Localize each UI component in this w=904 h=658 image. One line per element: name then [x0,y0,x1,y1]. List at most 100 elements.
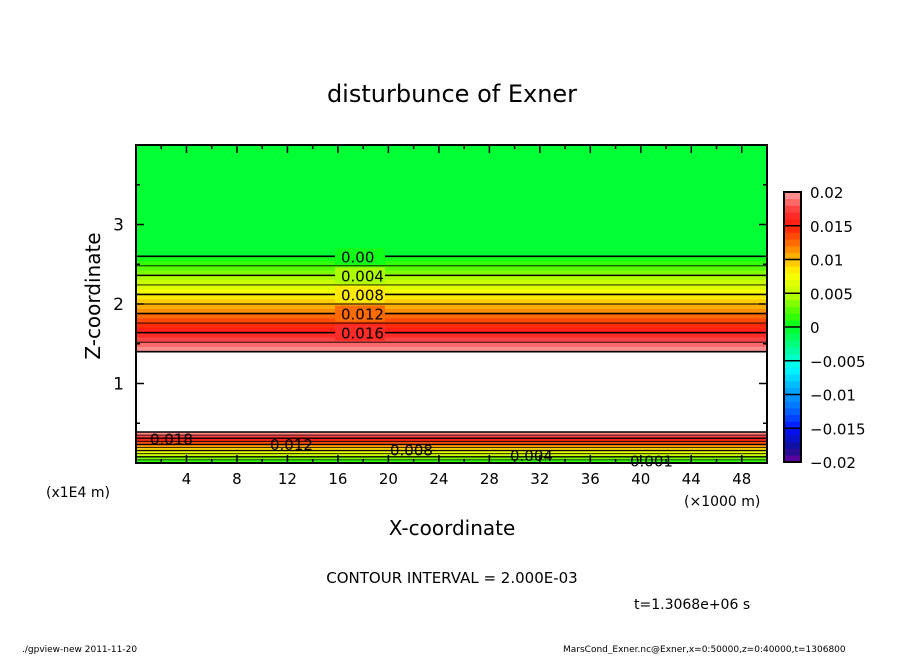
x-tick-label: 20 [379,470,398,488]
colorbar-cell [784,192,801,200]
x-tick-label: 32 [530,470,549,488]
band-lower [136,459,767,462]
band-upper [136,342,767,348]
colorbar-cell [784,327,801,335]
band-lower [136,447,767,450]
band-upper [136,275,767,281]
colorbar-tick-label: −0.005 [810,353,866,371]
x-tick-label: 36 [581,470,600,488]
contour-label: 0.00 [341,248,374,266]
colorbar: 0.02 0.015 0.01 0.005 0 −0.005 −0.01 −0.015 −0.0… [783,184,866,472]
band-upper [136,294,767,300]
colorbar-cell [784,246,801,254]
band-lower [136,435,767,438]
contour-label: 0.018 [150,430,193,448]
y-unit-label: (x1E4 m) [46,485,110,501]
colorbar-cell [784,428,801,436]
contour-label: 0.008 [390,441,433,459]
band-upper [136,265,767,272]
colorbar-cell [784,367,801,375]
source-label: MarsCond_Exner.nc@Exner,x=0:50000,z=0:40… [563,645,846,654]
colorbar-cell [784,455,801,463]
y-tick-label: 2 [113,295,124,315]
colorbar-cell [784,394,801,402]
contour-label: 0.012 [270,436,313,454]
colorbar-tick-label: 0.02 [810,184,843,202]
colorbar-cell [784,448,801,456]
band-upper [136,304,767,310]
band-lower [136,444,767,447]
colorbar-cell [784,381,801,389]
x-tick-label: 24 [429,470,448,488]
band-upper [136,337,767,343]
colorbar-tick-label: 0 [810,319,820,337]
colorbar-cell [784,273,801,281]
band-upper [136,323,767,329]
colorbar-tick-label: −0.01 [810,387,856,405]
colorbar-cell [784,219,801,227]
chart-title: disturbunce of Exner [327,80,577,108]
band-lower [136,458,767,461]
x-tick-label: 12 [278,470,297,488]
y-axis-label: Z-coordinate [81,232,105,359]
band-upper [136,289,767,295]
band-top [136,145,767,257]
y-tick-label: 1 [113,375,124,395]
band-saturated [136,351,767,432]
colorbar-cell [784,300,801,308]
colorbar-cell [784,408,801,416]
colorbar-cell [784,252,801,260]
band-upper [136,327,767,334]
band-upper [136,346,767,353]
band-lower [136,445,767,448]
x-tick-label: 40 [631,470,650,488]
band-upper [136,284,767,291]
x-tick-label: 28 [480,470,499,488]
colorbar-cell [784,333,801,341]
colorbar-frame [783,191,802,463]
contour-label-bg [335,267,385,284]
band-upper [136,308,767,315]
x-tick-label: 16 [328,470,347,488]
colorbar-cell [784,401,801,409]
band-upper [136,261,767,267]
colorbar-cell [784,259,801,267]
band-upper [136,318,767,324]
colorbar-cell [784,441,801,449]
contour-label: 0.004 [341,267,384,285]
band-upper [136,332,767,338]
time-label: t=1.3068e+06 s [634,597,750,613]
colorbar-cell [784,313,801,321]
band-lower [136,439,767,442]
colorbar-tick-label: 0.015 [810,218,853,236]
colorbar-cell [784,340,801,348]
band-upper [136,299,767,305]
colorbar-cell [784,232,801,240]
x-unit-label: (×1000 m) [684,494,760,510]
y-tick-label: 3 [113,216,124,236]
colorbar-cell [784,205,801,213]
colorbar-cell [784,387,801,395]
band-upper [136,313,767,319]
colorbar-cell [784,198,801,206]
colorbar-cell [784,306,801,314]
colorbar-cell [784,347,801,355]
x-tick-label: 4 [182,470,192,488]
program-label: ./gpview-new 2011-11-20 [22,645,137,654]
colorbar-cell [784,212,801,220]
contour-label: 0.004 [510,447,553,465]
band-upper [136,256,767,262]
contour-label-bg [335,324,385,341]
band-lower [136,433,767,436]
contour-label-bg [335,286,385,303]
band-lower [136,456,767,459]
colorbar-cell [784,320,801,328]
band-lower [136,453,767,456]
colorbar-cell [784,414,801,422]
colorbar-cell [784,239,801,247]
x-tick-label: 8 [232,470,242,488]
